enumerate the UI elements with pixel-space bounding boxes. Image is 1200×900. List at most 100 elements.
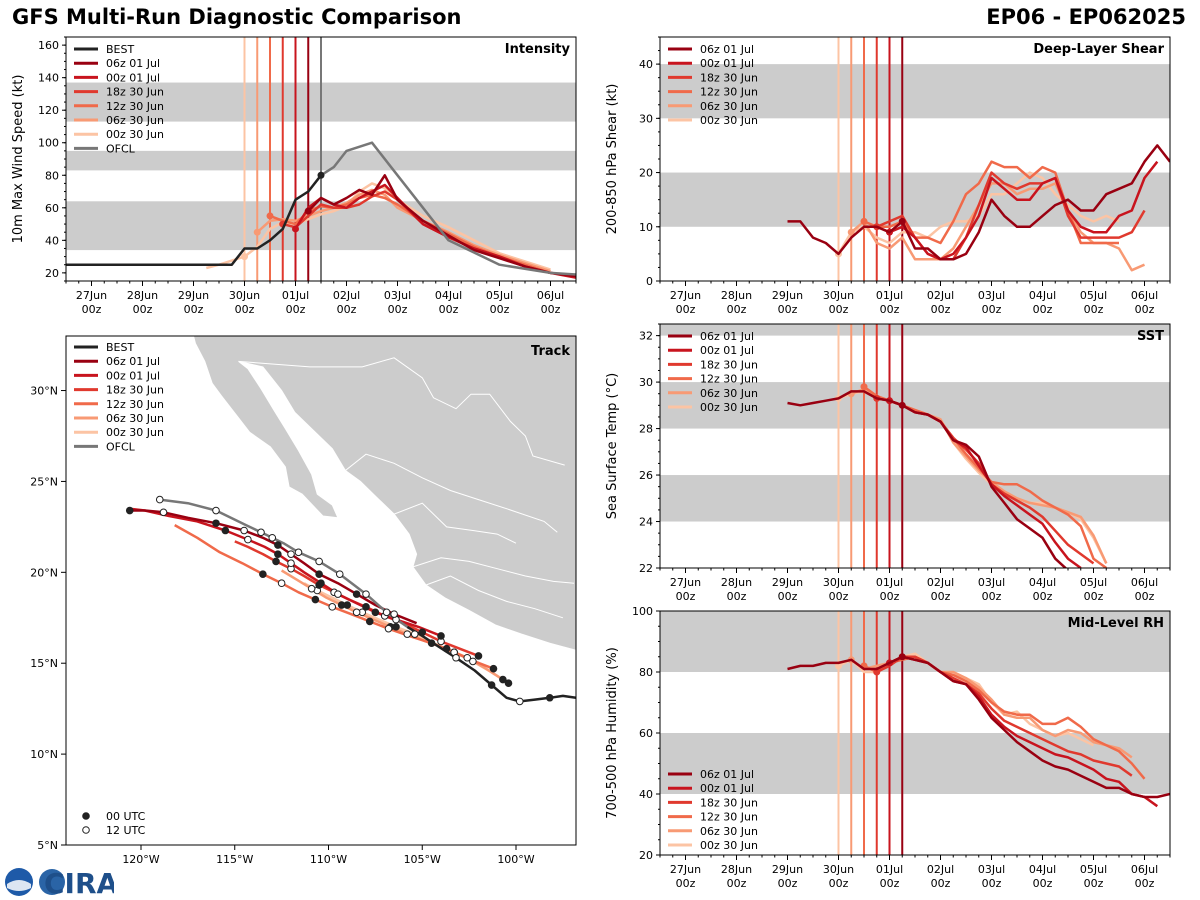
sst-xtick-sublabel: 00z [778, 590, 798, 603]
cira-logo: CIRA [5, 867, 114, 898]
sst-xtick-label: 05Jul [1080, 576, 1107, 589]
figure-title: GFS Multi-Run Diagnostic Comparison [12, 5, 462, 29]
intensity-title: Intensity [505, 42, 571, 57]
track-marker-12utc [155, 495, 164, 504]
track-marker-00utc [474, 652, 483, 660]
intensity-xtick-sublabel: 00z [286, 303, 306, 316]
intensity-marker-best [317, 171, 325, 179]
shear-xtick-sublabel: 00z [931, 303, 951, 316]
track-legend-label-00z-01-jul: 00z 01 Jul [106, 369, 160, 382]
shear-ytick-label: 40 [639, 58, 653, 71]
track-marker-12utc [159, 508, 168, 517]
intensity-xtick-label: 06Jul [537, 289, 564, 302]
track-legend-label-18z-30-jun: 18z 30 Jun [106, 384, 164, 397]
rh-series-06z-01-jul [787, 655, 1170, 799]
sst-xtick-label: 27Jun [670, 576, 701, 589]
rh-xtick-sublabel: 00z [829, 877, 849, 890]
track-marker-00utc [545, 693, 554, 702]
rh-xtick-label: 29Jun [772, 863, 803, 876]
shear-legend-label-00z-30-jun: 00z 30 Jun [700, 114, 758, 127]
rh-ytick-label: 40 [639, 788, 653, 801]
sst-band [660, 324, 1170, 336]
intensity-ytick-label: 100 [38, 137, 59, 150]
rh-ylabel: 700-500 hPa Humidity (%) [605, 647, 620, 819]
shear-xtick-sublabel: 00z [1135, 303, 1155, 316]
rh-xtick-label: 27Jun [670, 863, 701, 876]
sst-series-06z-01-jul [787, 390, 1068, 568]
shear-xtick-label: 06Jul [1131, 289, 1158, 302]
intensity-plot-area [66, 37, 576, 281]
shear-xtick-label: 28Jun [721, 289, 752, 302]
track-marker-00utc [337, 601, 346, 609]
track-marker-12utc [287, 559, 295, 568]
shear-xtick-label: 04Jul [1029, 289, 1056, 302]
rh-legend-label-06z-01-jul: 06z 01 Jul [700, 768, 754, 781]
intensity-xtick-label: 05Jul [486, 289, 513, 302]
track-marker-00utc [489, 664, 498, 673]
rh-xtick-label: 05Jul [1080, 863, 1107, 876]
shear-legend-label-00z-01-jul: 00z 01 Jul [700, 57, 754, 70]
logo-text: CIRA [44, 867, 114, 898]
rh-xtick-sublabel: 00z [676, 877, 696, 890]
track-xtick-label: 105°W [404, 853, 441, 866]
rh-xtick-label: 03Jul [978, 863, 1005, 876]
sst-ytick-label: 24 [639, 516, 653, 529]
shear-xtick-sublabel: 00z [880, 303, 900, 316]
shear-xtick-label: 02Jul [927, 289, 954, 302]
sst-legend-label-06z-01-jul: 06z 01 Jul [700, 330, 754, 343]
rh-title: Mid-Level RH [1068, 616, 1164, 631]
sst-xtick-label: 06Jul [1131, 576, 1158, 589]
shear-xtick-sublabel: 00z [727, 303, 747, 316]
track-panel: 120°W 115°W 110°W 105°W 100°W 5°N 10°N 15°N 20°N… [30, 335, 577, 866]
intensity-ytick-label: 160 [38, 39, 59, 52]
shear-ylabel: 200-850 hPa Shear (kt) [605, 84, 620, 235]
shear-xtick-sublabel: 00z [778, 303, 798, 316]
rh-xtick-label: 01Jul [876, 863, 903, 876]
rh-legend-label-00z-30-jun: 00z 30 Jun [700, 839, 758, 852]
intensity-xtick-sublabel: 00z [541, 303, 561, 316]
track-legend-label-best: BEST [106, 341, 134, 354]
track-marker-00utc [272, 557, 280, 566]
rh-xtick-sublabel: 00z [1135, 877, 1155, 890]
sst-xtick-sublabel: 00z [880, 590, 900, 603]
rh-ytick-label: 20 [639, 849, 653, 862]
track-state-border [425, 575, 564, 619]
track-ytick-label: 5°N [37, 839, 58, 852]
track-marker-12utc [287, 550, 295, 558]
track-marker-12utc [212, 506, 220, 515]
track-xtick-label: 100°W [497, 853, 534, 866]
shear-xtick-label: 05Jul [1080, 289, 1107, 302]
sst-ytick-label: 28 [639, 423, 653, 436]
shear-ytick-label: 30 [639, 112, 653, 125]
cira-logo-icon [39, 869, 65, 895]
track-marker-00utc [371, 608, 380, 617]
track-marker-12utc [328, 603, 337, 611]
shear-legend-label-06z-30-jun: 06z 30 Jun [700, 100, 758, 113]
track-marker-legend-filled [82, 812, 90, 820]
shear-xtick-label: 01Jul [876, 289, 903, 302]
track-marker-00utc [487, 681, 496, 689]
intensity-ytick-label: 80 [45, 169, 59, 182]
sst-plot-area [660, 324, 1170, 568]
intensity-legend-label-06z-30-jun: 06z 30 Jun [106, 114, 164, 127]
shear-marker-12z-30-jun [860, 217, 868, 225]
sst-legend-label-00z-30-jun: 00z 30 Jun [700, 401, 758, 414]
track-marker-12utc [307, 584, 316, 593]
track-marker-00utc [352, 590, 361, 598]
sst-xtick-sublabel: 00z [1135, 590, 1155, 603]
track-marker-00utc [317, 579, 325, 588]
sst-xtick-sublabel: 00z [931, 590, 951, 603]
track-marker-12utc [268, 533, 277, 542]
intensity-legend-label-06z-01-jul: 06z 01 Jul [106, 57, 160, 70]
storm-id-title: EP06 - EP062025 [986, 5, 1186, 29]
track-marker-00utc [315, 570, 323, 578]
track-marker-legend-open [82, 826, 90, 834]
shear-ytick-label: 0 [646, 275, 653, 288]
track-marker-12utc [240, 526, 248, 535]
rh-xtick-sublabel: 00z [880, 877, 900, 890]
shear-legend-label-18z-30-jun: 18z 30 Jun [700, 71, 758, 84]
intensity-ylabel: 10m Max Wind Speed (kt) [11, 75, 26, 244]
shear-marker-06z-01-jul [898, 217, 906, 225]
intensity-ytick-label: 20 [45, 267, 59, 280]
